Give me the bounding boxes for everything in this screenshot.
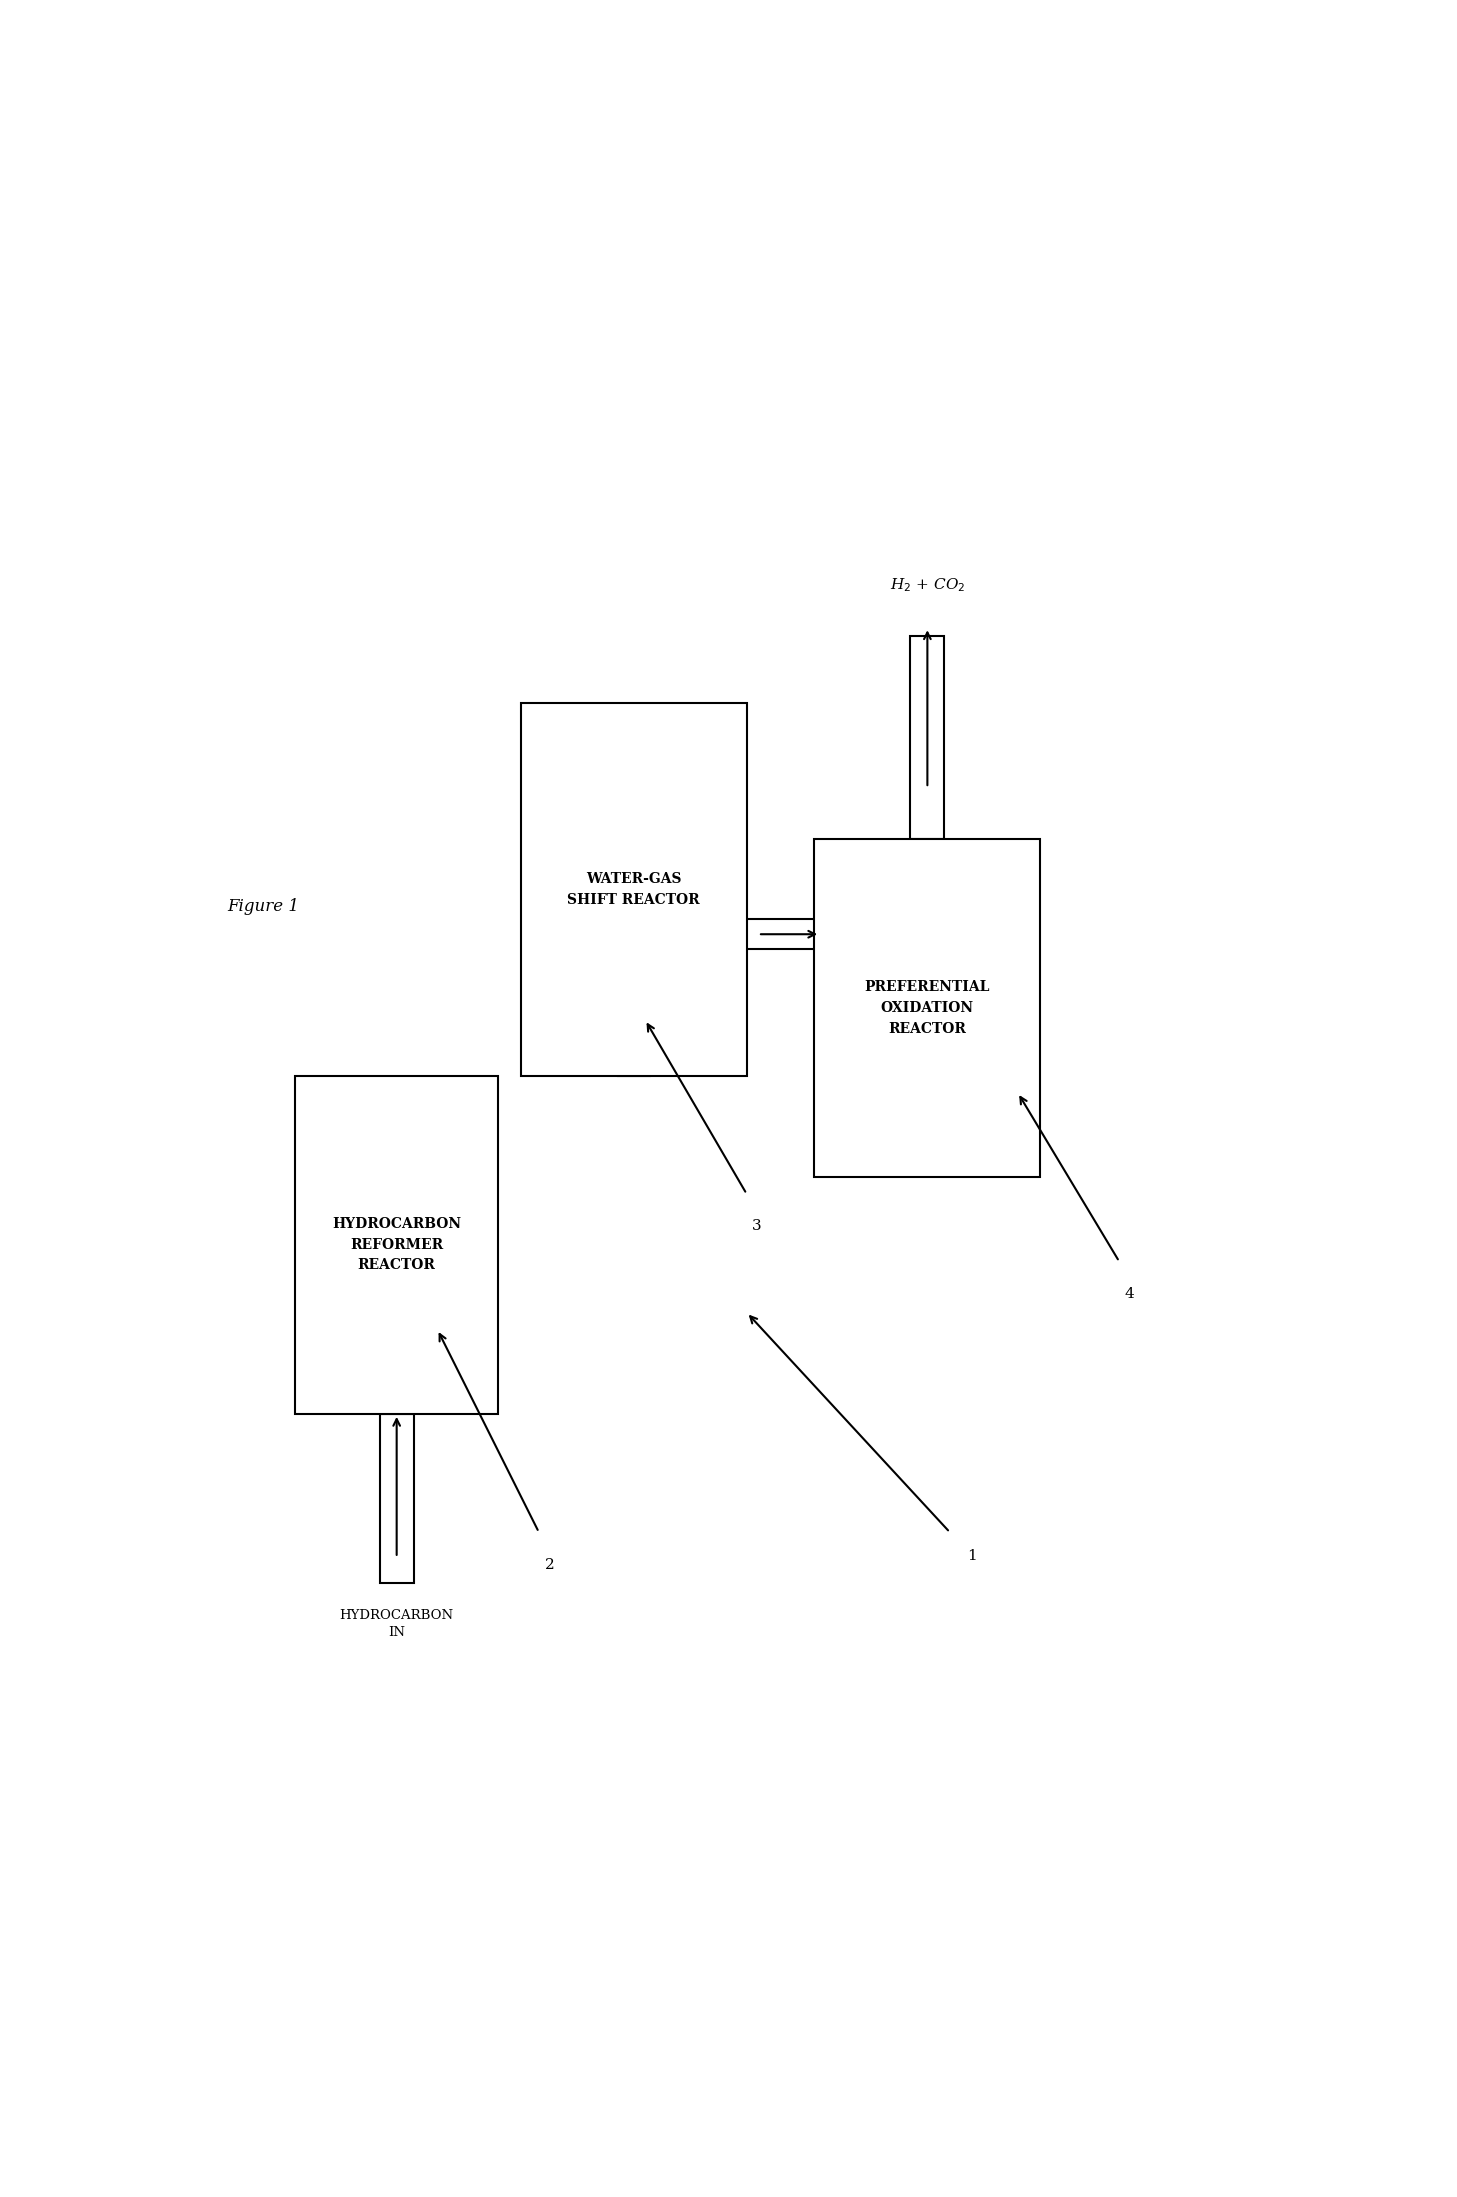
- Bar: [294, 1077, 498, 1415]
- Bar: [522, 703, 747, 1077]
- Bar: [380, 1415, 414, 1584]
- Text: 3: 3: [752, 1219, 762, 1233]
- Text: HYDROCARBON
REFORMER
REACTOR: HYDROCARBON REFORMER REACTOR: [332, 1217, 462, 1272]
- Bar: [911, 635, 944, 839]
- Bar: [814, 839, 1040, 1178]
- Text: H$_2$ + CO$_2$: H$_2$ + CO$_2$: [890, 576, 965, 593]
- Text: 2: 2: [545, 1558, 554, 1571]
- Text: WATER-GAS
SHIFT REACTOR: WATER-GAS SHIFT REACTOR: [567, 872, 701, 907]
- Text: PREFERENTIAL
OXIDATION
REACTOR: PREFERENTIAL OXIDATION REACTOR: [864, 980, 991, 1035]
- Text: 1: 1: [967, 1549, 976, 1564]
- Text: 4: 4: [1125, 1287, 1135, 1301]
- Text: Figure 1: Figure 1: [227, 899, 299, 914]
- Text: HYDROCARBON
IN: HYDROCARBON IN: [339, 1608, 453, 1639]
